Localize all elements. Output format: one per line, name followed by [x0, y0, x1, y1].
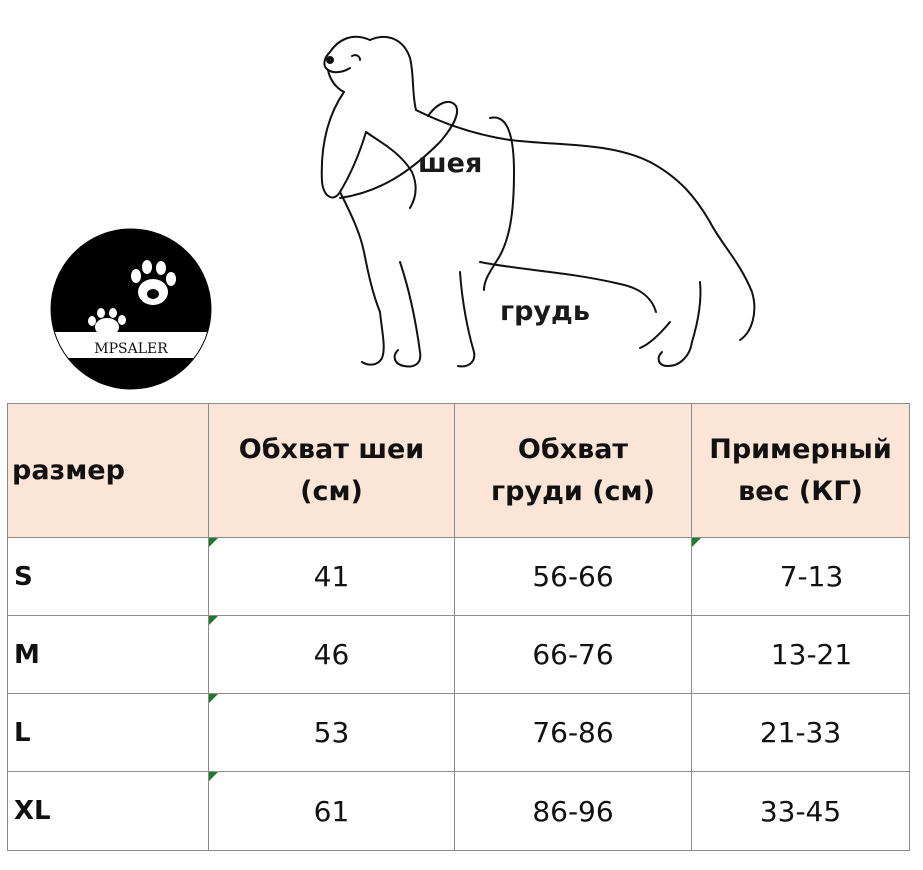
chest-label: грудь	[500, 296, 590, 327]
table-row: M 46 66-76 13-21	[7, 615, 910, 694]
brand-logo	[50, 228, 212, 390]
neck-cell: 53	[208, 693, 455, 772]
table-row: XL 61 86-96 33-45	[7, 771, 910, 851]
weight-cell: 7-13	[691, 537, 910, 616]
comment-marker-icon	[209, 538, 218, 547]
dog-silhouette-icon	[320, 35, 756, 368]
table-row: S 41 56-66 7-13	[7, 537, 910, 616]
weight-cell: 21-33	[691, 693, 910, 772]
chest-cell: 86-96	[454, 771, 692, 851]
header-size: размер	[7, 403, 209, 538]
table-header-row: размер Обхват шеи (см) Обхват груди (см)…	[7, 403, 910, 538]
size-cell: S	[7, 537, 209, 616]
table-row: L 53 76-86 21-33	[7, 693, 910, 772]
size-cell: L	[7, 693, 209, 772]
comment-marker-icon	[209, 772, 218, 781]
weight-cell: 33-45	[691, 771, 910, 851]
weight-cell: 13-21	[691, 615, 910, 694]
size-cell: XL	[7, 771, 209, 851]
comment-marker-icon	[209, 694, 218, 703]
neck-cell: 41	[208, 537, 455, 616]
chest-cell: 66-76	[454, 615, 692, 694]
comment-marker-icon	[692, 538, 701, 547]
neck-label: шея	[418, 148, 483, 179]
neck-cell: 61	[208, 771, 455, 851]
comment-marker-icon	[209, 616, 218, 625]
paw-logo-icon	[50, 228, 212, 390]
header-neck: Обхват шеи (см)	[208, 403, 455, 538]
size-cell: M	[7, 615, 209, 694]
dog-diagram	[300, 22, 770, 382]
neck-cell: 46	[208, 615, 455, 694]
size-table: размер Обхват шеи (см) Обхват груди (см)…	[7, 403, 910, 851]
header-weight: Примерный вес (КГ)	[691, 403, 910, 538]
logo-text: MPSALER	[94, 341, 168, 357]
chest-cell: 76-86	[454, 693, 692, 772]
header-chest: Обхват груди (см)	[454, 403, 692, 538]
chest-cell: 56-66	[454, 537, 692, 616]
